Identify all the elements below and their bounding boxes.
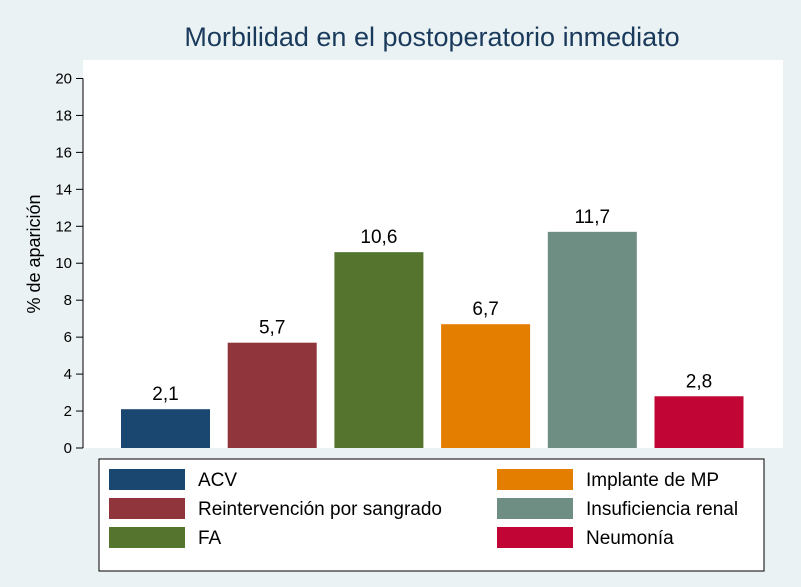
legend-label: Reintervención por sangrado [198, 499, 442, 520]
legend-label: ACV [198, 470, 237, 491]
bar-value-label: 5,7 [259, 318, 285, 339]
legend-swatch [497, 498, 573, 519]
legend-swatch [497, 527, 573, 548]
legend-label: Insuficiencia renal [586, 499, 738, 520]
bar [227, 342, 317, 448]
legend-swatch [109, 469, 185, 490]
legend-swatch [497, 469, 573, 490]
legend-label: Implante de MP [586, 470, 719, 491]
legend [98, 458, 765, 572]
y-tick-label: 4 [64, 366, 72, 383]
bars [121, 231, 744, 448]
bar [441, 324, 531, 448]
y-tick-label: 12 [55, 218, 72, 235]
y-tick-label: 10 [55, 255, 72, 272]
bar-value-label: 10,6 [360, 227, 397, 248]
bar [121, 409, 210, 448]
y-tick-label: 16 [55, 144, 72, 161]
y-tick-label: 18 [55, 107, 72, 124]
bar [654, 396, 744, 448]
legend-items: ACV Reintervención por sangrado FA Implante… [109, 469, 738, 549]
y-tick-label: 6 [64, 329, 72, 346]
bar-value-label: 2,1 [152, 384, 178, 405]
bar-value-label: 2,8 [686, 371, 712, 392]
legend-label: Neumonía [586, 528, 674, 549]
legend-swatch [109, 527, 185, 548]
bar [547, 231, 637, 448]
bar [334, 252, 424, 448]
y-tick-label: 0 [64, 440, 72, 457]
legend-swatch [109, 498, 185, 519]
y-tick-label: 8 [64, 292, 72, 309]
y-tick-label: 14 [55, 181, 72, 198]
y-tick-label: 2 [64, 403, 72, 420]
bar-value-label: 6,7 [472, 299, 498, 320]
y-axis: 0 2 4 6 8 10 12 14 16 18 20 [55, 70, 84, 457]
chart-title: Morbilidad en el postoperatorio inmediat… [184, 22, 679, 52]
legend-label: FA [198, 528, 222, 549]
plot-area [83, 60, 783, 448]
y-axis-label: % de aparición [24, 194, 44, 313]
y-tick-label: 20 [55, 70, 72, 87]
bar-value-label: 11,7 [575, 207, 611, 228]
bar-value-labels: 2,1 5,7 10,6 6,7 11,7 2,8 [152, 207, 712, 405]
